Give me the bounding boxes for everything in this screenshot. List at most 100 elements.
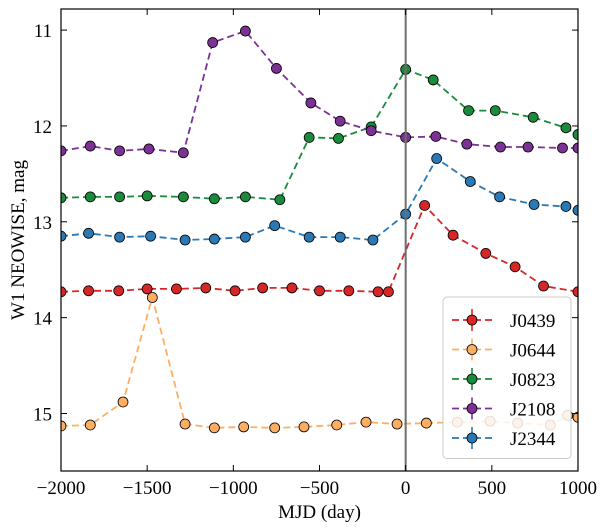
data-point — [208, 422, 220, 434]
data-point — [61, 192, 67, 204]
data-point — [286, 282, 298, 294]
x-axis-title: MJD (day) — [278, 502, 361, 523]
data-point — [334, 231, 346, 243]
data-point — [343, 285, 355, 297]
legend-marker — [466, 373, 478, 385]
data-point — [572, 142, 578, 154]
data-point — [200, 282, 212, 294]
data-point — [557, 142, 568, 154]
data-point — [83, 285, 94, 297]
data-point — [83, 227, 94, 239]
data-point — [61, 286, 67, 298]
data-point — [298, 421, 310, 433]
data-point — [572, 411, 578, 423]
data-point — [229, 285, 241, 297]
data-point — [419, 200, 431, 211]
data-point — [528, 199, 540, 210]
data-point — [367, 234, 379, 246]
y-tick-label: 15 — [33, 404, 52, 425]
data-point — [305, 97, 317, 109]
data-point — [171, 283, 182, 295]
y-tick-label: 12 — [33, 117, 52, 138]
data-point — [84, 140, 96, 152]
data-point — [538, 280, 549, 292]
legend-item-j2108: J2108 — [452, 397, 555, 421]
data-point — [509, 261, 521, 273]
data-point — [274, 194, 286, 206]
legend-item-j0823: J0823 — [452, 368, 555, 391]
data-point — [114, 145, 125, 157]
data-point — [572, 286, 578, 298]
x-tick-label: 0 — [401, 478, 411, 499]
data-point — [61, 420, 67, 432]
legend-box — [442, 296, 572, 459]
data-point — [141, 190, 153, 202]
data-point — [269, 422, 281, 434]
data-point — [61, 145, 67, 157]
series-j0439 — [61, 200, 578, 298]
series-line — [61, 68, 578, 201]
ticks-layer: −2000 −1500 −1000 −500 0 500 1000 11 12 13 14 15 — [33, 9, 597, 499]
data-point — [447, 229, 459, 241]
data-point — [114, 231, 125, 243]
data-point — [572, 129, 578, 140]
data-point — [303, 231, 315, 243]
data-point — [572, 204, 578, 216]
data-point — [84, 191, 96, 203]
data-point — [207, 37, 219, 48]
x-tick-label: 500 — [478, 478, 507, 499]
data-point — [143, 143, 155, 155]
legend-item-j2344: J2344 — [452, 427, 556, 450]
series-line — [61, 157, 578, 241]
legend-marker — [466, 344, 478, 355]
x-tick-label: −500 — [300, 478, 339, 499]
data-point — [146, 292, 158, 303]
y-axis-title: W1 NEOWISE, mag — [8, 160, 29, 320]
x-tick-label: −1000 — [209, 478, 258, 499]
data-point — [391, 418, 403, 430]
data-point — [495, 141, 506, 153]
data-point — [522, 141, 534, 153]
data-point — [208, 233, 220, 245]
x-tick-label: −1500 — [123, 478, 172, 499]
y-tick-label: 11 — [34, 21, 52, 42]
data-point — [239, 231, 251, 243]
legend-label: J2344 — [510, 429, 556, 450]
data-point — [464, 176, 476, 187]
data-point — [257, 282, 269, 294]
data-point — [383, 286, 394, 298]
legend-item-j0439: J0439 — [452, 309, 555, 332]
data-point — [208, 193, 220, 205]
data-point — [527, 111, 539, 123]
series-line — [61, 29, 578, 154]
legend-marker — [466, 314, 478, 326]
data-point — [334, 115, 346, 127]
data-point — [560, 201, 572, 212]
data-point — [114, 191, 125, 203]
data-point — [372, 286, 384, 298]
data-point — [420, 417, 432, 429]
data-point — [494, 191, 505, 203]
data-point — [360, 416, 372, 428]
data-point — [461, 138, 473, 150]
data-point — [331, 419, 343, 431]
data-point — [141, 283, 153, 295]
data-point — [431, 153, 443, 164]
legend-label: J0439 — [510, 311, 555, 332]
data-point — [271, 63, 282, 74]
series-line — [61, 203, 578, 293]
data-point — [480, 248, 492, 259]
data-point — [177, 147, 189, 159]
data-point — [179, 234, 191, 246]
data-point — [560, 122, 572, 134]
data-point — [430, 131, 442, 142]
data-point — [113, 285, 125, 297]
series-j2344 — [61, 153, 578, 246]
x-tick-label: 1000 — [559, 478, 597, 499]
data-point — [463, 105, 474, 117]
legend: J0439 J0644 J0823 J2108 J2344 — [442, 296, 572, 459]
data-point — [269, 220, 281, 232]
data-point — [238, 421, 250, 433]
data-point — [365, 125, 377, 137]
